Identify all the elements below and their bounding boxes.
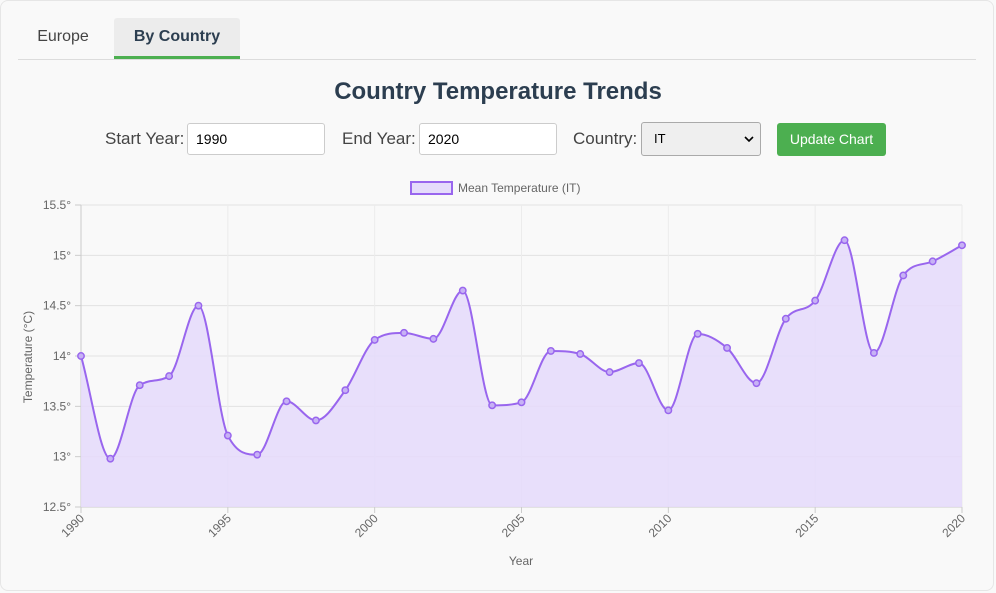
- data-point[interactable]: [664, 406, 673, 415]
- country-select-value: IT: [654, 131, 666, 146]
- data-point[interactable]: [253, 450, 262, 459]
- data-point[interactable]: [370, 335, 379, 344]
- country-label: Country:: [573, 129, 638, 148]
- x-tick-label: 1995: [205, 511, 234, 540]
- data-point[interactable]: [781, 314, 790, 323]
- y-tick-label: 13.5°: [43, 399, 71, 413]
- data-point[interactable]: [458, 286, 467, 295]
- series-area-fill: [81, 240, 962, 507]
- temperature-chart: Mean Temperature (IT) 12.5° 13° 13.5° 14° 14…: [21, 181, 968, 568]
- data-point[interactable]: [400, 328, 408, 337]
- tab-by-country[interactable]: By Country: [114, 18, 240, 59]
- data-point[interactable]: [723, 343, 732, 352]
- tab-bar: Europe By Country: [18, 18, 976, 60]
- x-tick-label: 1990: [58, 511, 87, 540]
- data-point[interactable]: [605, 368, 614, 377]
- update-chart-button[interactable]: Update Chart: [777, 123, 886, 156]
- data-point[interactable]: [928, 257, 937, 266]
- y-axis-title: Temperature (°C): [21, 311, 35, 403]
- x-axis-ticks: 1990 1995 2000 2005 2010 2015 2020: [58, 511, 968, 540]
- y-tick-label: 15.5°: [43, 198, 71, 212]
- data-point[interactable]: [311, 416, 320, 425]
- x-tick-label: 2005: [499, 511, 528, 540]
- data-point[interactable]: [488, 401, 497, 410]
- data-point[interactable]: [429, 334, 438, 343]
- series-points: [77, 236, 966, 463]
- chart-legend[interactable]: Mean Temperature (IT): [410, 181, 581, 195]
- x-tick-label: 2015: [793, 511, 822, 540]
- data-point[interactable]: [576, 350, 585, 358]
- y-tick-label: 14.5°: [43, 299, 71, 313]
- data-point[interactable]: [840, 236, 849, 245]
- data-point[interactable]: [899, 271, 908, 280]
- y-tick-label: 15°: [53, 248, 71, 262]
- data-point[interactable]: [958, 241, 966, 250]
- chart-controls: Start Year: 1990 End Year: 2020 Country:…: [0, 122, 996, 156]
- page-title: Country Temperature Trends: [334, 78, 662, 105]
- start-year-label: Start Year:: [105, 129, 185, 148]
- end-year-input[interactable]: 2020: [419, 123, 557, 155]
- x-tick-label: 2000: [352, 511, 381, 540]
- start-year-input[interactable]: 1990: [187, 123, 325, 155]
- data-point[interactable]: [165, 372, 174, 381]
- end-year-label: End Year:: [342, 129, 416, 148]
- data-point[interactable]: [135, 381, 144, 390]
- y-tick-label: 14°: [53, 349, 71, 363]
- y-tick-label: 13°: [53, 450, 71, 464]
- data-point[interactable]: [77, 352, 85, 360]
- x-axis-title: Year: [509, 554, 533, 568]
- data-point[interactable]: [546, 347, 555, 355]
- y-axis-ticks: 12.5° 13° 13.5° 14° 14.5° 15° 15.5°: [43, 198, 71, 514]
- data-point[interactable]: [223, 431, 232, 440]
- data-point[interactable]: [194, 301, 203, 310]
- data-point[interactable]: [106, 454, 115, 463]
- x-tick-label: 2020: [939, 511, 968, 540]
- legend-swatch: [410, 181, 453, 195]
- country-select[interactable]: IT: [641, 122, 761, 156]
- x-tick-label: 2010: [646, 511, 675, 540]
- data-point[interactable]: [517, 398, 526, 407]
- data-point[interactable]: [282, 397, 291, 406]
- chevron-down-icon: [744, 136, 754, 143]
- data-point[interactable]: [869, 349, 878, 357]
- tab-europe[interactable]: Europe: [37, 28, 89, 45]
- data-point[interactable]: [811, 296, 820, 305]
- legend-label: Mean Temperature (IT): [458, 181, 581, 195]
- data-point[interactable]: [752, 379, 761, 388]
- series-line: [80, 239, 963, 460]
- data-point[interactable]: [693, 329, 702, 338]
- data-point[interactable]: [341, 386, 350, 395]
- y-tick-label: 12.5°: [43, 500, 71, 514]
- data-point[interactable]: [635, 359, 643, 367]
